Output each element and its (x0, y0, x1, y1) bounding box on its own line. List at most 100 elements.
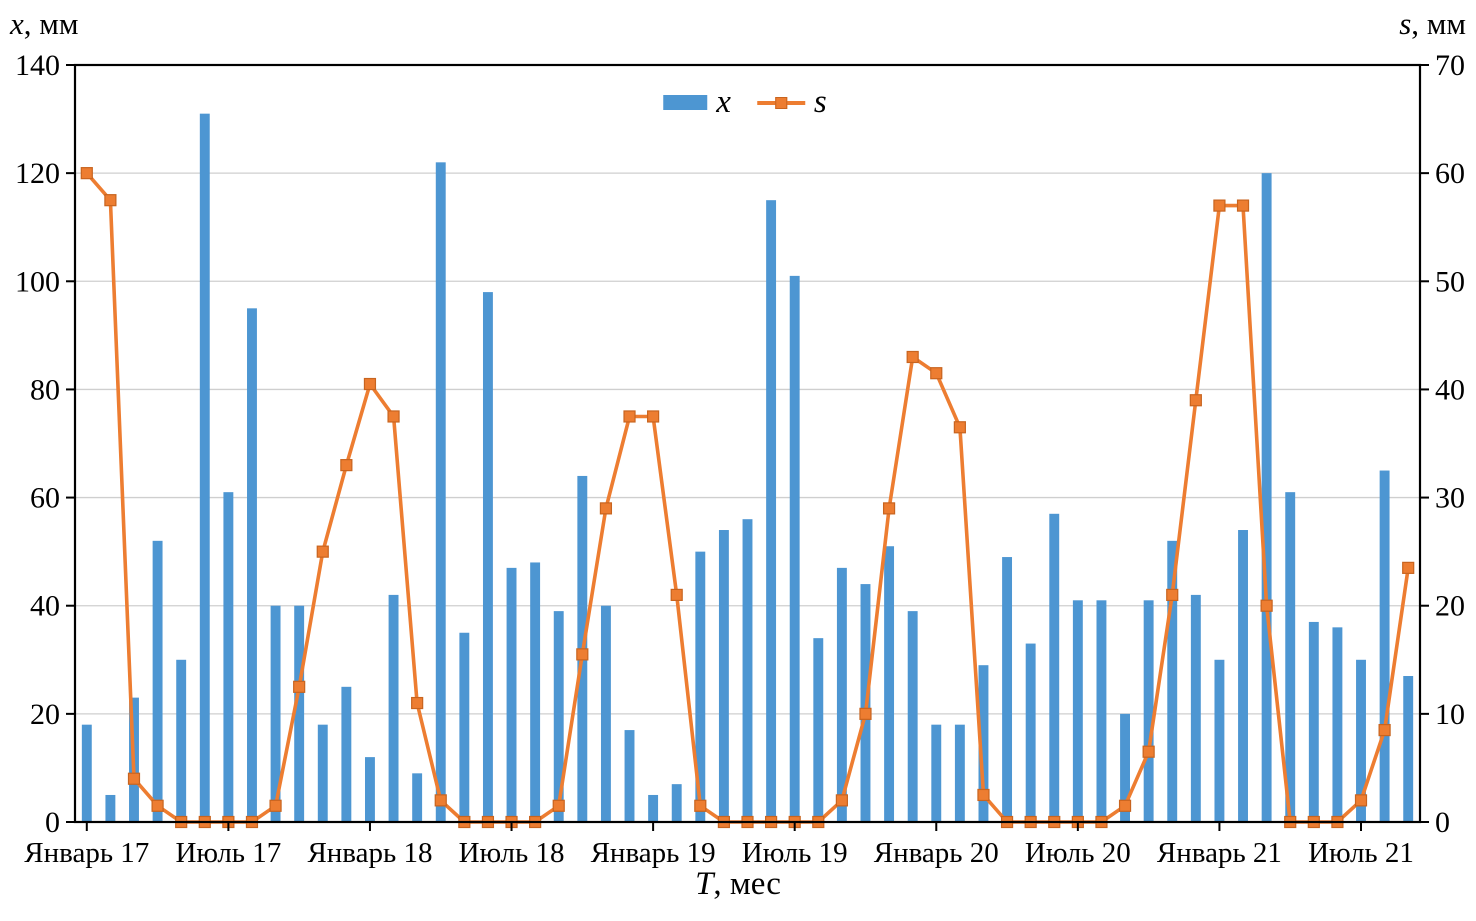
bar (1403, 676, 1414, 822)
s-marker (316, 545, 329, 558)
right-tick-label: 60 (1435, 157, 1465, 190)
x-tick-label: Январь 18 (307, 837, 432, 869)
legend-item-x: x (663, 86, 731, 119)
s-marker (127, 772, 141, 785)
x-tick-label: Январь 20 (874, 837, 999, 869)
bar (152, 540, 163, 822)
s-marker (340, 459, 353, 472)
bar (1308, 621, 1319, 822)
right-axis-title: s, мм (1399, 6, 1466, 42)
left-tick-label: 80 (30, 373, 60, 406)
bar (1356, 659, 1366, 822)
bar (600, 605, 611, 822)
bar (105, 794, 116, 822)
right-tick-label: 10 (1435, 698, 1465, 731)
bar (1143, 600, 1154, 822)
x-tick-label: Июль 19 (742, 837, 848, 869)
square-marker-icon (774, 96, 787, 109)
s-marker (906, 350, 919, 364)
left-tick-label: 100 (15, 265, 60, 298)
s-marker (434, 794, 447, 807)
s-marker (363, 377, 377, 391)
legend-item-s: s (756, 84, 827, 120)
bar (341, 686, 352, 822)
s-marker (1354, 794, 1368, 807)
bar (530, 562, 541, 822)
bar (1285, 492, 1296, 822)
bar (1049, 513, 1060, 822)
legend-label-x: x (716, 84, 731, 120)
bar (931, 724, 942, 822)
bar (506, 567, 517, 822)
bar (317, 724, 328, 822)
bar (294, 605, 305, 822)
x-axis-title: T, мес (0, 866, 1476, 903)
right-tick-label: 30 (1435, 482, 1465, 515)
bar (1120, 713, 1130, 822)
bar (223, 492, 234, 822)
right-tick-label: 40 (1435, 373, 1465, 406)
bar (1002, 557, 1013, 822)
s-marker (576, 648, 589, 661)
bar (1214, 659, 1225, 822)
bar (1167, 540, 1178, 822)
left-axis-symbol: x (10, 6, 24, 41)
s-marker (552, 799, 565, 812)
x-axis-unit: , мес (713, 866, 781, 902)
bar (1238, 530, 1248, 822)
right-axis-unit: , мм (1411, 6, 1466, 41)
s-marker (930, 367, 943, 380)
legend-label-s: s (813, 84, 827, 120)
bar (671, 784, 682, 822)
s-marker (104, 194, 117, 207)
x-tick-label: Июль 20 (1025, 837, 1131, 869)
bars-group (81, 113, 1414, 823)
bar (1379, 470, 1390, 822)
s-marker (1213, 199, 1226, 212)
bar (388, 594, 399, 822)
s-marker (80, 167, 93, 180)
left-tick-label: 0 (45, 806, 60, 839)
chart-legend: x s (663, 86, 827, 119)
left-tick-label: 120 (15, 157, 60, 190)
bar (813, 638, 824, 822)
s-marker (882, 502, 896, 515)
s-marker (1118, 799, 1132, 812)
s-marker (1260, 599, 1273, 612)
bar (1025, 643, 1036, 822)
x-tick-label: Январь 19 (591, 837, 716, 869)
right-tick-label: 50 (1435, 265, 1465, 298)
s-marker (151, 799, 164, 812)
bar (789, 275, 800, 823)
s-marker (293, 680, 306, 693)
bar (907, 611, 918, 822)
bar (365, 757, 375, 822)
bar (553, 611, 564, 822)
s-marker (835, 794, 848, 807)
bar (884, 546, 895, 822)
s-marker (977, 788, 990, 802)
x-tick-label: Январь 21 (1157, 837, 1282, 869)
bar (954, 724, 965, 822)
bar (1072, 600, 1083, 822)
s-marker (953, 421, 966, 434)
bar-swatch-icon (663, 95, 708, 110)
s-marker (1236, 199, 1250, 212)
s-marker (623, 410, 636, 423)
bar (1190, 594, 1201, 822)
s-marker (1402, 561, 1415, 574)
left-tick-label: 60 (30, 482, 60, 515)
bar (459, 632, 470, 822)
bar (199, 113, 210, 822)
x-tick-label: Июль 18 (459, 837, 565, 869)
bar (695, 551, 706, 822)
line-swatch-icon (756, 96, 805, 109)
left-tick-label: 20 (30, 698, 60, 731)
x-tick-label: Январь 17 (24, 837, 149, 869)
bar (1332, 627, 1343, 822)
bar (718, 530, 729, 822)
s-marker (269, 799, 282, 812)
x-tick-label: Июль 17 (175, 837, 281, 869)
s-marker (599, 502, 613, 515)
